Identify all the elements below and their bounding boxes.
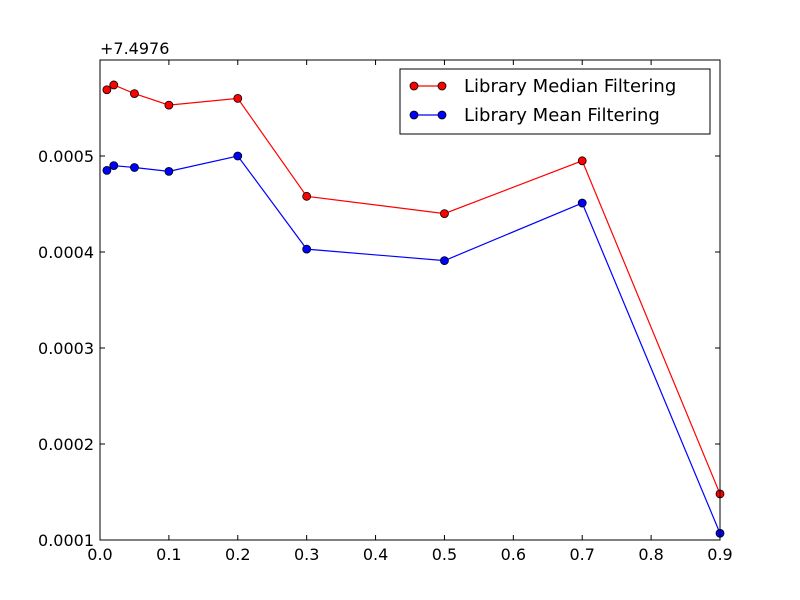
legend-label: Library Mean Filtering	[464, 105, 660, 126]
plot-area	[100, 60, 720, 540]
series-2-point	[164, 166, 174, 176]
series-layer	[102, 80, 725, 538]
x-tick-label: 0.5	[432, 545, 457, 564]
series-1-point	[302, 191, 312, 201]
series-1-point	[233, 94, 243, 103]
x-tick-label: 0.8	[638, 545, 663, 564]
x-tick-label: 0.9	[707, 545, 732, 564]
series-2-point	[130, 163, 139, 172]
x-axis: 0.0 0.1 0.2 0.3 0.4 0.5 0.6 0.7 0.8 0.9	[87, 60, 733, 564]
x-tick-label: 0.4	[363, 545, 388, 564]
series-2-point	[440, 256, 449, 266]
series-1-point	[130, 89, 139, 98]
x-tick-label: 0.3	[294, 545, 319, 564]
legend-box	[399, 68, 711, 135]
y-tick-label: 0.0004	[38, 243, 94, 262]
legend: Library Median Filtering Library Mean Fil…	[399, 68, 711, 135]
series-1-point	[109, 80, 119, 90]
x-tick-label: 0.7	[569, 545, 594, 564]
legend-marker	[409, 110, 419, 120]
legend-marker	[409, 81, 419, 91]
series-2-point	[302, 244, 312, 254]
series-2-point	[233, 151, 243, 161]
legend-marker	[437, 110, 447, 120]
x-tick-label: 0.2	[225, 545, 250, 564]
y-axis: 0.0001 0.0002 0.0003 0.0004 0.0005	[38, 147, 720, 550]
y-tick-label: 0.0001	[38, 531, 94, 550]
series-2-point	[109, 161, 119, 171]
series-2-point	[102, 165, 112, 175]
x-tick-label: 0.6	[501, 545, 526, 564]
series-1-point	[577, 156, 587, 166]
series-1-point	[102, 85, 112, 95]
plot-frame	[99, 59, 721, 541]
x-tick-label: 0.1	[156, 545, 181, 564]
series-1-point	[440, 209, 449, 219]
x-tick-label: 0.0	[87, 545, 112, 564]
series-1-point	[164, 100, 174, 110]
legend-label: Library Median Filtering	[464, 76, 676, 97]
y-tick-label: 0.0005	[38, 147, 94, 166]
y-tick-label: 0.0002	[38, 435, 94, 454]
y-offset-label: +7.4976	[100, 39, 169, 58]
series-2-point	[577, 198, 587, 208]
legend-marker	[437, 81, 447, 91]
y-tick-label: 0.0003	[38, 339, 94, 358]
